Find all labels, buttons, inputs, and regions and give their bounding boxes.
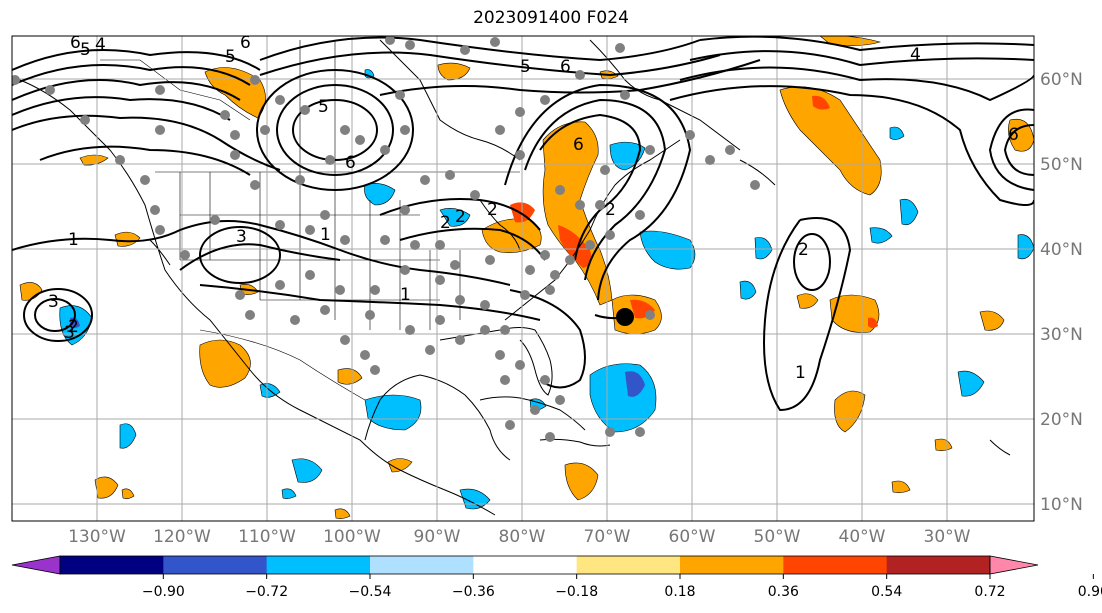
lon-label: 80°W (499, 527, 546, 547)
lon-label: 30°W (924, 527, 971, 547)
graticule (12, 36, 1034, 521)
colorbar-max-arrow (989, 555, 1039, 575)
colorbar-tick-label: −0.36 (452, 584, 495, 600)
lon-label: 40°W (839, 527, 886, 547)
colorbar-tick-label: 0.18 (664, 584, 695, 600)
longitude-labels: 130°W 120°W 110°W 100°W 90°W 80°W 70°W 6… (68, 527, 971, 547)
colorbar-tick-label: 0.36 (768, 584, 799, 600)
colorbar-segment (680, 556, 784, 574)
colorbar-tick-label: −0.54 (349, 584, 392, 600)
colorbar-tick-label: 0.72 (974, 584, 1005, 600)
lon-label: 120°W (153, 527, 211, 547)
contour-label: 2 (487, 200, 498, 220)
contour-label: 1 (68, 230, 79, 250)
colorbar-tick-label: 0.54 (871, 584, 902, 600)
map-title: 2023091400 F024 (473, 8, 629, 28)
contour-label: 6 (560, 57, 571, 77)
contour-label: 2 (798, 240, 809, 260)
contour-label: 5 (80, 40, 91, 60)
contour-label: 2 (455, 207, 466, 227)
colorbar-min-arrow (11, 555, 61, 575)
colorbar-segment (266, 556, 371, 574)
colorbar-segment (473, 556, 578, 574)
colorbar-segment (163, 556, 268, 574)
lat-label: 20°N (1040, 410, 1083, 430)
contour-labels: 6 5 4 6 5 6 5 6 5 4 6 1 3 1 1 2 2 2 2 6 … (48, 33, 1019, 383)
colorbar: −0.90 −0.72 −0.54 −0.36 −0.18 0.18 0.36 0.54 0.7… (11, 555, 1102, 600)
contour-label: 1 (320, 225, 331, 245)
colorbar-segment (783, 556, 888, 574)
lon-label: 130°W (68, 527, 126, 547)
colorbar-segment (60, 556, 164, 574)
contour-label: 5 (318, 97, 329, 117)
colorbar-segment (576, 556, 681, 574)
lat-label: 10°N (1040, 495, 1083, 515)
station-dots (12, 36, 760, 442)
lon-label: 110°W (238, 527, 296, 547)
contour-label: 5 (225, 47, 236, 67)
contour-label: 3 (64, 323, 75, 343)
lon-label: 50°W (754, 527, 801, 547)
contour-lines (12, 36, 1034, 412)
lon-label: 70°W (584, 527, 631, 547)
contour-label: 2 (440, 213, 451, 233)
lat-label: 60°N (1040, 70, 1083, 90)
strong-negative-anomaly-fills (70, 317, 645, 397)
colorbar-segment (370, 556, 474, 574)
contour-label: 2 (605, 200, 616, 220)
contour-label: 6 (573, 135, 584, 155)
colorbar-tick-label: −0.18 (555, 584, 598, 600)
contour-label: 6 (1008, 125, 1019, 145)
lat-label: 50°N (1040, 155, 1083, 175)
contour-label: 1 (795, 363, 806, 383)
lon-label: 100°W (323, 527, 381, 547)
contour-label: 5 (520, 57, 531, 77)
colorbar-tick-label: −0.72 (245, 584, 288, 600)
latitude-labels: 60°N 50°N 40°N 30°N 20°N 10°N (1040, 70, 1083, 515)
contour-label: 2 (68, 317, 79, 337)
contour-label: 4 (95, 35, 106, 55)
contour-label: 1 (400, 285, 411, 305)
contour-label: 4 (910, 45, 921, 65)
contour-label: 6 (240, 33, 251, 53)
colorbar-tick-label: 0.90 (1078, 584, 1102, 600)
contour-label: 6 (70, 33, 81, 53)
contour-label: 3 (48, 292, 59, 312)
colorbar-tick-label: −0.90 (142, 584, 185, 600)
lat-label: 30°N (1040, 325, 1083, 345)
colorbar-segment (886, 556, 991, 574)
map-frame (11, 35, 1035, 522)
lat-label: 40°N (1040, 240, 1083, 260)
colorbar-border (59, 555, 991, 575)
contour-label: 6 (345, 153, 356, 173)
lon-label: 60°W (669, 527, 716, 547)
contour-label: 3 (236, 227, 247, 247)
lon-label: 90°W (414, 527, 461, 547)
